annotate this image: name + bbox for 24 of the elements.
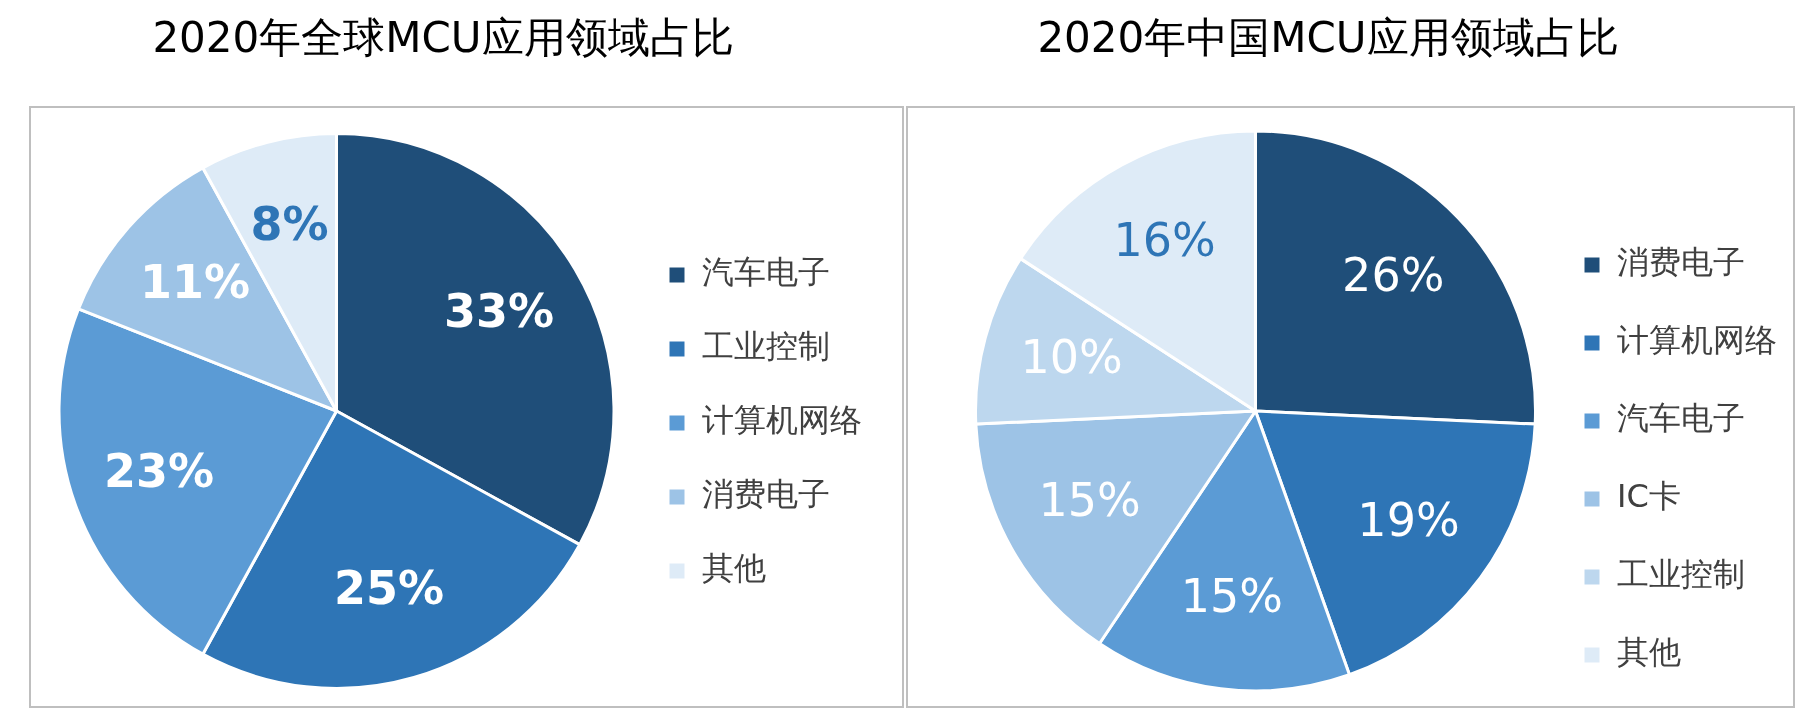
legend-label: 消费电子 xyxy=(1617,243,1745,282)
legend-label: 消费电子 xyxy=(702,475,830,514)
legend-label: 汽车电子 xyxy=(702,253,830,292)
chart-title: 2020年中国MCU应用领域占比 xyxy=(1036,12,1620,64)
data-label: 26% xyxy=(1342,248,1445,303)
data-label: 10% xyxy=(1020,330,1123,385)
data-label: 25% xyxy=(334,561,445,616)
legend-label: 其他 xyxy=(702,549,766,588)
data-label: 16% xyxy=(1113,212,1216,267)
legend-label: IC卡 xyxy=(1617,477,1681,516)
data-label: 15% xyxy=(1180,568,1283,623)
data-label: 11% xyxy=(139,255,251,310)
legend-label: 汽车电子 xyxy=(1617,399,1745,438)
data-label: 19% xyxy=(1357,493,1460,548)
legend-label: 其他 xyxy=(1617,633,1681,672)
legend-label: 工业控制 xyxy=(1617,555,1745,594)
data-label: 15% xyxy=(1038,473,1141,528)
legend-label: 工业控制 xyxy=(702,327,830,366)
data-label: 33% xyxy=(443,283,554,338)
chart-title: 2020年全球MCU应用领域占比 xyxy=(151,12,735,64)
legend-label: 计算机网络 xyxy=(1617,321,1777,360)
data-label: 8% xyxy=(250,197,329,252)
legend-label: 计算机网络 xyxy=(702,401,862,440)
data-label: 23% xyxy=(103,443,215,498)
